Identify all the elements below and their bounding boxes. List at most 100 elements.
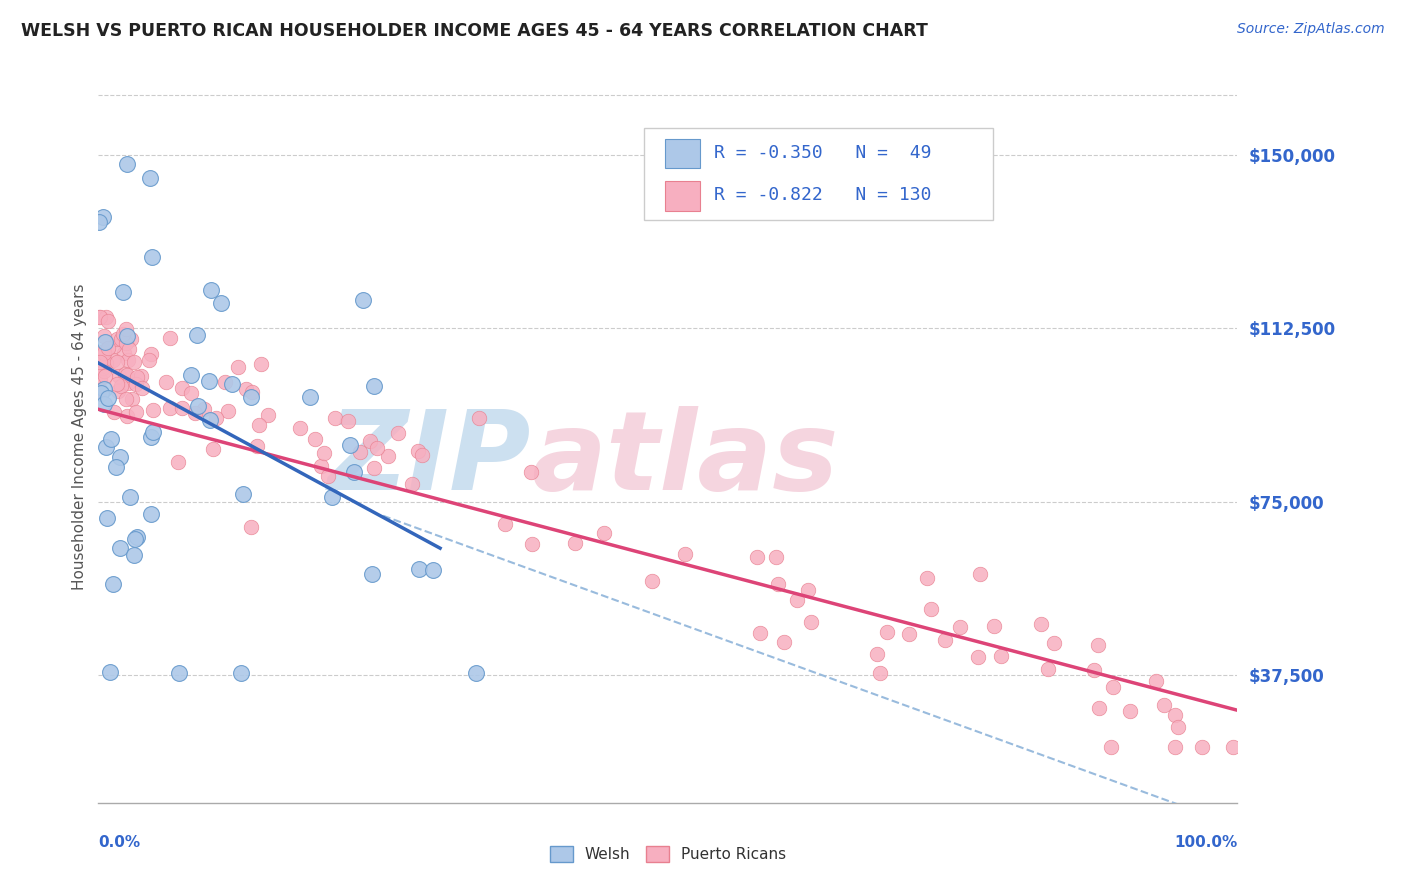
Point <box>641 574 664 589</box>
Text: 0.0%: 0.0% <box>98 835 141 850</box>
Point <box>1099 740 1122 755</box>
Point <box>408 562 430 576</box>
Point <box>990 648 1012 663</box>
Point <box>117 353 139 368</box>
Point <box>93 397 115 411</box>
Point <box>772 635 794 649</box>
Point <box>139 347 162 361</box>
Point <box>797 582 820 597</box>
Point <box>363 461 385 475</box>
Point <box>91 360 114 375</box>
Text: R = -0.350   N =  49: R = -0.350 N = 49 <box>714 144 932 161</box>
Point <box>121 392 143 406</box>
Point <box>221 376 243 391</box>
Point <box>1036 662 1059 676</box>
Point <box>934 632 956 647</box>
Point <box>359 434 381 449</box>
Point <box>115 392 138 406</box>
Point <box>108 368 131 383</box>
Point <box>101 353 124 368</box>
Point <box>786 593 808 607</box>
Point <box>468 410 491 425</box>
Point <box>122 549 145 563</box>
Point <box>93 329 115 343</box>
Point <box>120 491 142 505</box>
Point <box>1144 673 1167 688</box>
Point <box>342 465 364 479</box>
Point <box>115 329 138 343</box>
Point <box>118 343 141 357</box>
Point <box>96 511 118 525</box>
Text: R = -0.822   N = 130: R = -0.822 N = 130 <box>714 186 932 204</box>
Point <box>93 210 115 224</box>
Point <box>105 332 128 346</box>
Point <box>967 649 990 664</box>
Point <box>257 409 280 423</box>
Point <box>125 370 148 384</box>
Point <box>422 563 444 577</box>
Point <box>89 355 111 369</box>
Point <box>1029 617 1052 632</box>
Point <box>247 417 270 432</box>
Point <box>214 375 236 389</box>
Point <box>115 409 138 424</box>
Point <box>110 333 132 347</box>
Point <box>240 385 263 400</box>
Point <box>494 516 516 531</box>
Point <box>866 647 889 661</box>
Point <box>105 355 128 369</box>
Point <box>1087 639 1109 653</box>
Point <box>107 384 129 398</box>
Point <box>749 625 772 640</box>
Point <box>180 386 202 401</box>
Point <box>114 336 136 351</box>
Point <box>1222 740 1244 755</box>
Point <box>949 620 972 634</box>
Point <box>1118 704 1140 718</box>
Point <box>464 666 486 681</box>
Point <box>198 412 221 426</box>
Point <box>142 425 165 439</box>
Point <box>197 374 219 388</box>
Point <box>167 666 190 681</box>
Point <box>299 390 322 404</box>
Point <box>406 443 429 458</box>
Point <box>321 490 343 504</box>
Point <box>114 367 136 381</box>
Point <box>983 619 1005 633</box>
Text: ZIP: ZIP <box>328 406 531 513</box>
Point <box>117 368 139 383</box>
Point <box>339 438 361 452</box>
Point <box>312 445 335 459</box>
Point <box>108 450 131 464</box>
Point <box>235 383 257 397</box>
Point <box>366 442 388 456</box>
Point <box>1083 664 1105 678</box>
Text: Source: ZipAtlas.com: Source: ZipAtlas.com <box>1237 22 1385 37</box>
Point <box>349 445 371 459</box>
Point <box>115 157 138 171</box>
Point <box>170 382 193 396</box>
Point <box>141 429 163 443</box>
Point <box>232 487 254 501</box>
Point <box>1164 708 1187 723</box>
Point <box>239 390 262 404</box>
Point <box>115 322 138 336</box>
Point <box>122 355 145 369</box>
Point <box>193 401 215 416</box>
Point <box>105 377 128 392</box>
Point <box>184 406 207 420</box>
Point <box>138 170 160 185</box>
Point <box>915 571 938 585</box>
Point <box>111 326 134 341</box>
Point <box>117 376 139 391</box>
Point <box>336 414 359 428</box>
Legend: Welsh, Puerto Ricans: Welsh, Puerto Ricans <box>544 839 792 868</box>
Point <box>520 537 543 551</box>
Point <box>401 477 423 491</box>
Point <box>159 401 181 415</box>
Point <box>103 405 125 419</box>
Point <box>325 411 347 425</box>
Point <box>124 532 146 546</box>
Point <box>110 541 132 556</box>
